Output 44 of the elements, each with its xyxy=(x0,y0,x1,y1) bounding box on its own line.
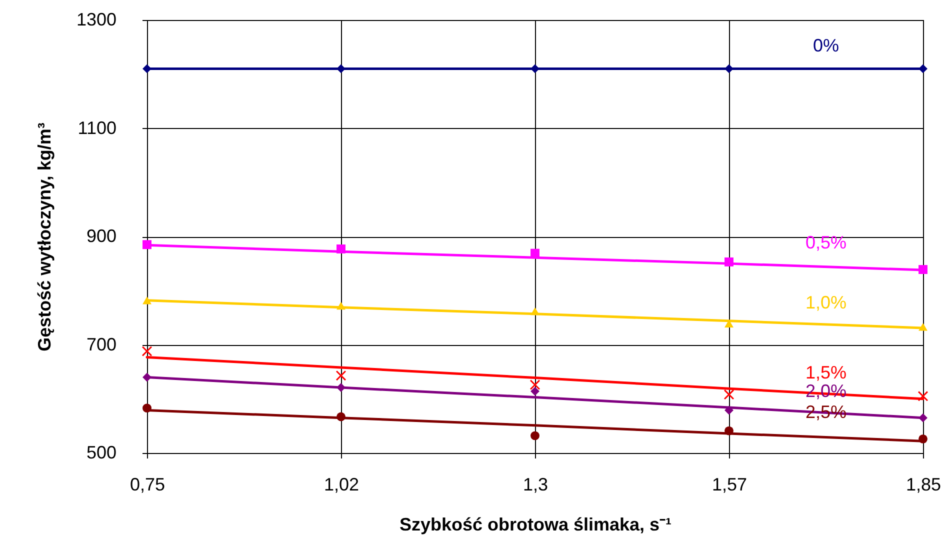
point xyxy=(530,386,540,396)
x-tick-label: 1,57 xyxy=(712,474,748,494)
point xyxy=(918,413,928,422)
point xyxy=(142,404,152,413)
point xyxy=(724,406,734,415)
y-tick-label: 1100 xyxy=(78,118,116,138)
point xyxy=(724,426,734,436)
point xyxy=(530,380,540,390)
point xyxy=(336,370,346,381)
text: 0,5% xyxy=(805,232,847,253)
point xyxy=(918,390,928,402)
point xyxy=(918,434,928,444)
point xyxy=(530,64,540,74)
text: 1,5% xyxy=(805,362,847,382)
text: 0% xyxy=(812,36,840,56)
y-tick-label: 700 xyxy=(86,334,116,354)
y-tick-label: 1300 xyxy=(76,10,116,30)
point xyxy=(724,257,734,266)
point xyxy=(918,64,928,74)
point xyxy=(724,389,734,400)
y-axis-title: Gęstość wytłoczyny, kg/m³ xyxy=(34,122,54,352)
point xyxy=(336,64,346,74)
point xyxy=(142,372,152,382)
y-tick-label: 900 xyxy=(86,226,116,246)
x-axis-title: Szybkość obrotowa ślimaka, s⁻¹ xyxy=(399,514,672,534)
x-tick-label: 1,02 xyxy=(324,474,360,494)
point xyxy=(336,412,346,422)
point xyxy=(336,302,346,310)
point xyxy=(142,240,152,250)
point xyxy=(918,323,928,331)
x-tick-label: 0,75 xyxy=(130,474,166,494)
point xyxy=(336,244,346,254)
x-tick-label: 1,85 xyxy=(906,474,942,494)
point xyxy=(142,346,152,356)
point xyxy=(530,431,540,440)
point xyxy=(918,265,928,274)
x-tick-label: 1,3 xyxy=(522,474,548,494)
point xyxy=(142,64,152,74)
text: 1,0% xyxy=(805,292,847,312)
point xyxy=(142,296,152,304)
point xyxy=(336,383,346,392)
point xyxy=(530,307,540,316)
y-tick-label: 500 xyxy=(86,442,116,462)
point xyxy=(724,64,734,74)
